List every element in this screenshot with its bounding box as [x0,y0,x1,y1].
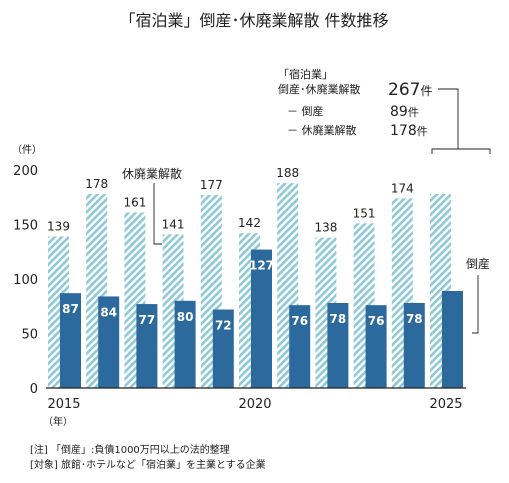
plot-area: 139 87 178 84 161 77 141 80 177 72 142 127 188 76 138 7… [47,166,463,388]
haitai-callout-label: 休廃業解散 [122,166,182,181]
data-label-haitai-2021: 188 [276,166,299,180]
data-label-haitai-2017: 161 [123,196,146,210]
summary-bracket [438,88,491,154]
x-axis-unit: （年） [43,415,73,428]
summary-haitai-value: 178 [390,123,417,139]
data-label-tosan-2020: 127 [249,259,274,273]
data-label-tosan-2018: 80 [177,310,194,324]
summary-heading: 「宿泊業」 [278,67,333,81]
summary-tosan-label: － 倒産 [287,105,324,118]
bar-tosan-2017 [136,304,158,388]
summary-tosan-unit: 件 [408,106,419,119]
x-axis: 2015 2020 2025 [47,397,462,412]
data-label-tosan-2017: 77 [139,313,156,327]
y-axis-unit: （件） [12,144,42,156]
data-label-haitai-2024: 174 [391,181,414,195]
x-tick-label: 2020 [238,397,271,412]
summary-total-label: 倒産･休廃業解散 [278,82,361,96]
chart-title: 「宿泊業」倒産･休廃業解散 件数推移 [119,11,388,30]
bar-tosan-2024 [403,302,425,388]
summary-total: 267件 [388,80,432,100]
summary-haitai-unit: 件 [417,125,428,138]
bar-tosan-2023 [365,305,387,388]
x-tick-label: 2015 [47,397,80,412]
data-label-haitai-2019: 177 [200,178,223,192]
data-label-tosan-2021: 76 [291,314,308,328]
note-1: [注] 「倒産」:負債1000万円以上の法的整理 [30,443,230,456]
bar-tosan-2019 [212,309,234,388]
y-tick-label: 0 [30,382,38,397]
bar-tosan-2016 [98,296,120,388]
tosan-callout-line [472,275,479,334]
data-label-tosan-2019: 72 [215,319,232,333]
data-label-tosan-2022: 78 [330,312,347,326]
summary-box: 「宿泊業」 倒産･休廃業解散 267件 － 倒産 89件 － 休廃業解散 178… [278,67,491,154]
data-label-tosan-2016: 84 [100,305,117,319]
data-label-tosan-2024: 78 [406,312,423,326]
bar-tosan-2018 [174,300,196,388]
summary-haitai-label: － 休廃業解散 [287,123,357,137]
y-tick-label: 100 [13,273,38,288]
summary-tosan: 89件 [390,104,419,120]
note-2: [対象] 旅館･ホテルなど「宿泊業」を主業とする企業 [30,458,266,471]
bar-tosan-2020 [251,249,272,388]
y-tick-label: 150 [13,219,38,234]
data-label-haitai-2020: 142 [238,216,261,230]
bar-tosan-2025 [442,290,463,388]
bar-tosan-2015 [60,293,81,388]
summary-total-unit: 件 [420,84,432,98]
y-tick-label: 200 [13,164,38,179]
x-tick-label: 2025 [429,397,462,412]
data-label-haitai-2016: 178 [85,177,108,191]
data-label-haitai-2018: 141 [162,217,185,231]
bar-tosan-2022 [327,302,349,388]
data-label-haitai-2015: 139 [47,219,70,233]
y-axis: 0 50 100 150 200 [13,164,38,397]
y-tick-label: 50 [21,328,38,343]
data-label-haitai-2022: 138 [314,221,337,235]
tosan-callout-label: 倒産 [466,256,490,271]
summary-total-value: 267 [388,80,420,100]
summary-tosan-value: 89 [390,104,408,120]
summary-bracket-foot [431,148,458,154]
data-label-tosan-2015: 87 [62,302,79,316]
data-label-haitai-2023: 151 [353,206,376,220]
haitai-callout-line [153,183,162,245]
bar-tosan-2021 [289,305,311,388]
summary-haitai: 178件 [390,123,428,139]
data-label-tosan-2023: 76 [368,314,385,328]
